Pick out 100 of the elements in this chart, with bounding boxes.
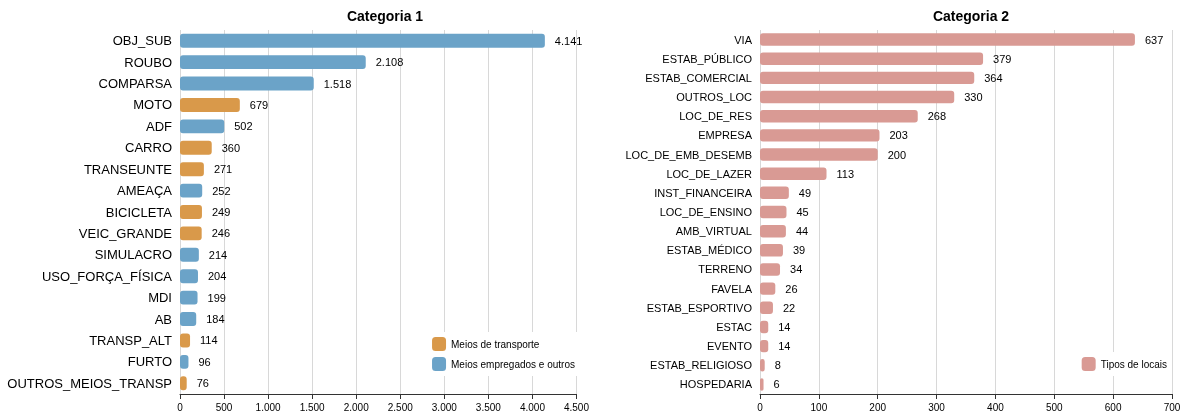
- bar: [760, 148, 878, 161]
- x-tick-label: 700: [1163, 401, 1181, 413]
- bar: [180, 312, 197, 327]
- bar: [180, 183, 203, 198]
- y-tick-label: HOSPEDARIA: [679, 378, 753, 391]
- data-label: 200: [887, 148, 907, 161]
- y-tick-label: TERRENO: [698, 263, 753, 276]
- data-label: 246: [211, 227, 231, 240]
- bar: [180, 33, 545, 48]
- chart-title: Categoria 2: [932, 8, 1010, 24]
- y-tick-label: LOC_DE_ENSINO: [659, 206, 753, 218]
- data-label: 214: [208, 248, 228, 261]
- legend-label: Meios empregados e outros: [451, 358, 576, 370]
- x-tick-label: 0: [757, 401, 764, 413]
- data-label: 199: [207, 291, 226, 304]
- x-tick-label: 1.500: [299, 401, 326, 413]
- y-tick-label: LOC_DE_LAZER: [666, 167, 753, 180]
- y-tick-label: ESTAB_RELIGIOSO: [650, 359, 753, 372]
- bar: [180, 97, 240, 112]
- data-label: 360: [221, 141, 241, 154]
- data-label: 14: [778, 320, 791, 333]
- y-tick-label: MOTO: [133, 97, 172, 113]
- y-tick-label: ROUBO: [124, 54, 172, 70]
- bar: [760, 205, 787, 219]
- data-label: 6: [773, 378, 780, 391]
- y-tick-label: AB: [154, 311, 172, 327]
- y-tick-label: MDI: [148, 290, 172, 306]
- bar: [760, 71, 975, 85]
- chart-title: Categoria 1: [346, 8, 424, 24]
- x-tick-label: 2.000: [343, 401, 370, 413]
- data-label: 4.141: [554, 34, 583, 47]
- y-tick-label: OUTROS_MEIOS_TRANSP: [7, 375, 172, 391]
- y-tick-label: SIMULACRO: [94, 247, 172, 263]
- bar: [180, 269, 198, 284]
- y-tick-label: VEIC_GRANDE: [78, 225, 173, 241]
- y-tick-label: OBJ_SUB: [112, 33, 172, 49]
- data-label: 96: [198, 355, 211, 368]
- data-label: 114: [200, 334, 218, 347]
- bar: [760, 282, 776, 295]
- x-tick-label: 100: [810, 401, 828, 413]
- bar: [180, 55, 366, 70]
- y-tick-label: FAVELA: [711, 282, 753, 295]
- x-tick-label: 4.500: [563, 401, 590, 413]
- y-tick-label: AMB_VIRTUAL: [675, 225, 752, 238]
- legend-label: Meios de transporte: [451, 338, 540, 350]
- x-tick-label: 500: [1045, 401, 1064, 413]
- bar: [180, 119, 225, 134]
- data-label: 364: [984, 71, 1003, 84]
- data-label: 502: [234, 120, 253, 133]
- y-tick-label: INST_FINANCEIRA: [654, 186, 753, 199]
- bar: [760, 167, 827, 180]
- data-label: 8: [774, 359, 781, 372]
- bar: [760, 129, 880, 142]
- data-label: 26: [785, 282, 798, 295]
- data-label: 679: [249, 98, 269, 111]
- data-label: 249: [211, 206, 231, 218]
- legend-label: Tipos de locais: [1100, 358, 1167, 370]
- data-label: 49: [798, 186, 812, 199]
- data-label: 76: [196, 377, 209, 390]
- x-tick-label: 500: [215, 401, 233, 413]
- data-label: 34: [790, 263, 803, 276]
- x-tick-label: 2.500: [387, 401, 414, 413]
- data-label: 268: [927, 110, 947, 123]
- bar: [760, 224, 786, 238]
- y-tick-label: ESTAB_COMERCIAL: [645, 71, 752, 84]
- data-label: 1.518: [323, 77, 352, 90]
- bar: [760, 263, 781, 276]
- y-tick-label: BICICLETA: [105, 204, 173, 220]
- data-label: 637: [1144, 33, 1164, 46]
- y-tick-label: EMPRESA: [698, 129, 753, 142]
- y-tick-label: LOC_DE_RES: [679, 110, 752, 123]
- bar: [180, 162, 204, 177]
- y-tick-label: AMEAÇA: [117, 183, 173, 199]
- data-label: 113: [836, 167, 855, 180]
- bar: [180, 247, 199, 262]
- x-tick-label: 0: [177, 401, 184, 413]
- data-label: 203: [889, 129, 908, 142]
- data-label: 45: [796, 206, 809, 218]
- y-tick-label: ESTAC: [716, 320, 753, 333]
- data-label: 14: [778, 340, 791, 353]
- y-tick-label: TRANSP_ALT: [89, 332, 173, 348]
- x-tick-label: 300: [928, 401, 946, 413]
- data-label: 2.108: [375, 56, 404, 69]
- y-tick-label: COMPARSA: [98, 76, 173, 92]
- y-tick-label: EVENTO: [706, 340, 753, 353]
- y-tick-label: FURTO: [127, 354, 172, 370]
- bar: [180, 76, 314, 91]
- y-tick-label: ADF: [146, 118, 173, 134]
- bar: [760, 244, 783, 257]
- data-label: 271: [213, 163, 233, 176]
- x-tick-label: 4.000: [519, 401, 546, 413]
- x-tick-label: 1.000: [255, 401, 282, 413]
- bar: [760, 33, 1135, 46]
- bar: [760, 52, 984, 65]
- data-label: 330: [964, 91, 983, 104]
- y-tick-label: CARRO: [125, 140, 172, 156]
- bar: [760, 109, 918, 123]
- bar: [180, 290, 198, 305]
- x-tick-label: 200: [869, 401, 887, 413]
- data-label: 379: [993, 52, 1012, 65]
